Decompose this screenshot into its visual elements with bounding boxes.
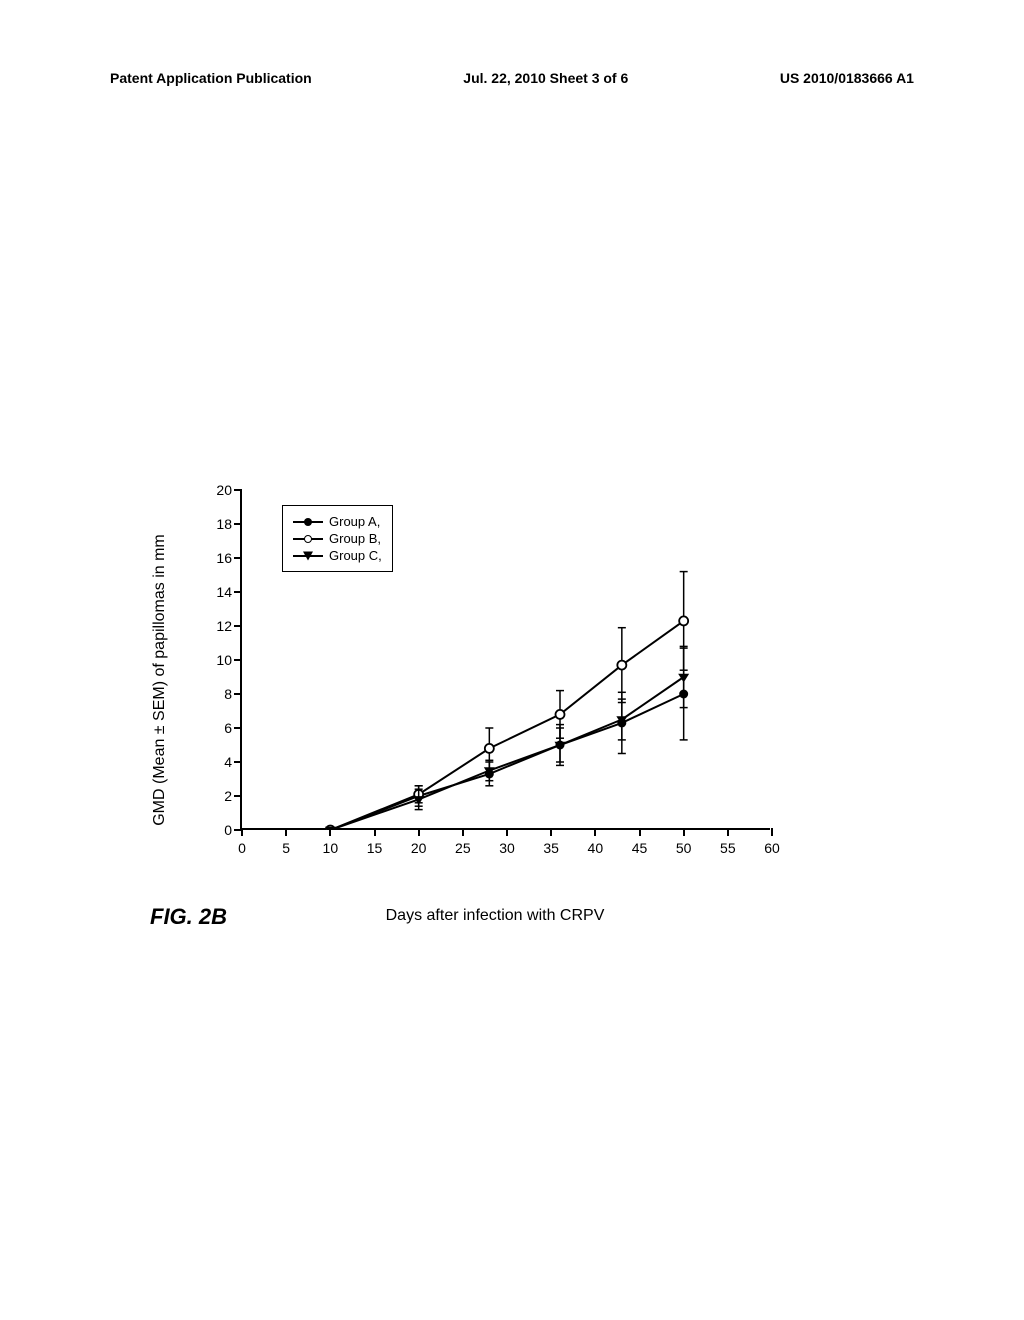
x-tick-label: 5 xyxy=(282,840,290,856)
x-tick xyxy=(771,828,773,836)
y-tick xyxy=(234,523,242,525)
page-header: Patent Application Publication Jul. 22, … xyxy=(0,70,1024,86)
x-tick xyxy=(374,828,376,836)
y-tick xyxy=(234,727,242,729)
y-tick-label: 16 xyxy=(207,550,232,566)
x-tick xyxy=(594,828,596,836)
y-tick xyxy=(234,591,242,593)
legend-line-c xyxy=(293,555,323,557)
x-tick xyxy=(241,828,243,836)
x-tick xyxy=(639,828,641,836)
x-tick xyxy=(727,828,729,836)
y-tick xyxy=(234,761,242,763)
y-tick xyxy=(234,795,242,797)
x-tick xyxy=(506,828,508,836)
legend-label-b: Group B, xyxy=(329,531,381,546)
plot-area: Group A, Group B, Group C, 0246810121416… xyxy=(240,490,770,830)
x-tick-label: 50 xyxy=(676,840,692,856)
open-circle-icon xyxy=(304,535,312,543)
legend-box: Group A, Group B, Group C, xyxy=(282,505,393,572)
x-tick-label: 55 xyxy=(720,840,736,856)
legend-line-b xyxy=(293,538,323,540)
y-tick-label: 0 xyxy=(207,822,232,838)
header-center: Jul. 22, 2010 Sheet 3 of 6 xyxy=(463,70,628,86)
x-tick-label: 10 xyxy=(323,840,339,856)
filled-circle-icon xyxy=(304,518,312,526)
legend-item-c: Group C, xyxy=(293,548,382,563)
y-tick-label: 14 xyxy=(207,584,232,600)
y-tick-label: 8 xyxy=(207,686,232,702)
y-tick xyxy=(234,489,242,491)
x-tick-label: 40 xyxy=(588,840,604,856)
x-tick xyxy=(329,828,331,836)
y-tick-label: 2 xyxy=(207,788,232,804)
y-tick-label: 18 xyxy=(207,516,232,532)
x-tick xyxy=(418,828,420,836)
header-left: Patent Application Publication xyxy=(110,70,312,86)
x-tick-label: 25 xyxy=(455,840,471,856)
y-tick xyxy=(234,557,242,559)
y-tick-label: 10 xyxy=(207,652,232,668)
legend-item-a: Group A, xyxy=(293,514,382,529)
x-tick-label: 0 xyxy=(238,840,246,856)
legend-item-b: Group B, xyxy=(293,531,382,546)
x-axis-label: Days after infection with CRPV xyxy=(386,907,605,925)
y-tick-label: 6 xyxy=(207,720,232,736)
x-tick-label: 30 xyxy=(499,840,515,856)
x-tick-label: 60 xyxy=(764,840,780,856)
y-axis-label: GMD (Mean ± SEM) of papillomas in mm xyxy=(151,534,169,826)
header-right: US 2010/0183666 A1 xyxy=(780,70,914,86)
x-tick xyxy=(462,828,464,836)
y-tick xyxy=(234,693,242,695)
legend-label-c: Group C, xyxy=(329,548,382,563)
x-tick xyxy=(285,828,287,836)
y-tick-label: 20 xyxy=(207,482,232,498)
y-tick-label: 12 xyxy=(207,618,232,634)
figure-label: FIG. 2B xyxy=(150,904,227,930)
x-tick xyxy=(550,828,552,836)
y-tick-label: 4 xyxy=(207,754,232,770)
legend-line-a xyxy=(293,521,323,523)
y-tick xyxy=(234,659,242,661)
triangle-down-icon xyxy=(303,551,313,560)
x-tick-label: 20 xyxy=(411,840,427,856)
x-tick-label: 45 xyxy=(632,840,648,856)
legend-label-a: Group A, xyxy=(329,514,380,529)
x-tick xyxy=(683,828,685,836)
chart-container: GMD (Mean ± SEM) of papillomas in mm Gro… xyxy=(210,490,780,870)
x-tick-label: 35 xyxy=(543,840,559,856)
x-tick-label: 15 xyxy=(367,840,383,856)
y-tick xyxy=(234,625,242,627)
